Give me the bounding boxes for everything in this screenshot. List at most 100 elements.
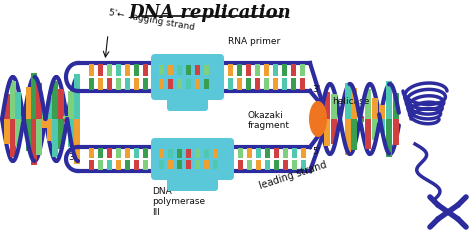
Bar — [117, 160, 121, 170]
Bar — [47, 119, 53, 141]
Bar — [345, 83, 350, 119]
Bar — [204, 160, 210, 169]
Bar — [126, 78, 130, 90]
Bar — [31, 73, 37, 119]
Bar — [219, 64, 225, 76]
Bar — [186, 79, 191, 89]
Bar — [229, 160, 235, 170]
Bar — [228, 78, 234, 90]
Bar — [379, 105, 385, 119]
Bar — [195, 65, 201, 75]
Bar — [135, 160, 139, 170]
Bar — [265, 148, 271, 158]
Bar — [135, 64, 139, 76]
Bar — [177, 160, 182, 169]
Bar — [135, 78, 139, 90]
Bar — [345, 119, 350, 155]
Bar — [90, 64, 94, 76]
Text: 5'←  lagging strand: 5'← lagging strand — [108, 8, 195, 32]
Bar — [351, 119, 357, 150]
Bar — [255, 78, 261, 90]
Bar — [108, 64, 112, 76]
Bar — [90, 78, 94, 90]
FancyBboxPatch shape — [151, 138, 234, 180]
Bar — [9, 81, 16, 119]
Bar — [99, 148, 103, 158]
Bar — [68, 91, 74, 119]
Bar — [229, 148, 235, 158]
Bar — [372, 119, 378, 140]
Bar — [237, 64, 243, 76]
Bar — [392, 119, 399, 145]
Bar — [195, 160, 201, 169]
Bar — [90, 148, 94, 158]
Bar — [274, 148, 280, 158]
Bar — [99, 64, 103, 76]
Bar — [15, 119, 21, 146]
Bar — [31, 119, 37, 165]
Bar — [99, 78, 103, 90]
Bar — [301, 148, 307, 158]
Bar — [292, 78, 297, 90]
Bar — [264, 64, 270, 76]
Bar — [135, 148, 139, 158]
Bar — [283, 148, 289, 158]
Bar — [4, 94, 10, 119]
Text: helicase: helicase — [332, 97, 369, 105]
Ellipse shape — [309, 101, 327, 137]
Bar — [195, 149, 201, 158]
Bar — [255, 64, 261, 76]
Bar — [108, 78, 112, 90]
Bar — [264, 78, 270, 90]
Bar — [177, 149, 182, 158]
Bar — [63, 119, 69, 122]
Bar — [186, 149, 191, 158]
Bar — [26, 119, 32, 151]
Bar — [144, 64, 148, 76]
Bar — [159, 79, 164, 89]
Bar — [144, 160, 148, 170]
FancyBboxPatch shape — [167, 171, 218, 191]
Bar — [108, 148, 112, 158]
Bar — [228, 64, 234, 76]
Bar — [42, 119, 48, 128]
Bar — [204, 79, 210, 89]
Bar — [247, 160, 253, 170]
Bar — [68, 119, 74, 147]
Text: leading strand: leading strand — [258, 160, 328, 191]
Bar — [117, 148, 121, 158]
Bar — [195, 79, 201, 89]
Bar — [358, 119, 364, 122]
Bar — [52, 119, 58, 157]
Bar — [58, 119, 64, 149]
Bar — [365, 119, 371, 148]
Bar — [73, 74, 80, 119]
Bar — [15, 92, 21, 119]
Bar — [274, 160, 280, 170]
Bar — [301, 64, 306, 76]
Bar — [379, 119, 385, 133]
Bar — [238, 148, 244, 158]
Bar — [159, 149, 164, 158]
Bar — [358, 116, 364, 119]
Bar — [372, 98, 378, 119]
Bar — [324, 119, 330, 146]
Bar — [392, 93, 399, 119]
Bar — [204, 149, 210, 158]
Bar — [386, 119, 392, 157]
Bar — [159, 160, 164, 169]
Text: 3': 3' — [68, 152, 76, 162]
Bar — [256, 160, 262, 170]
Bar — [351, 88, 357, 119]
Bar — [292, 64, 297, 76]
FancyBboxPatch shape — [151, 54, 224, 100]
Bar — [213, 160, 219, 169]
Bar — [52, 81, 58, 119]
Bar — [63, 116, 69, 119]
Bar — [237, 78, 243, 90]
Bar — [36, 83, 42, 119]
Bar — [365, 89, 371, 119]
Bar — [168, 79, 173, 89]
Bar — [273, 64, 279, 76]
Bar — [168, 65, 173, 75]
